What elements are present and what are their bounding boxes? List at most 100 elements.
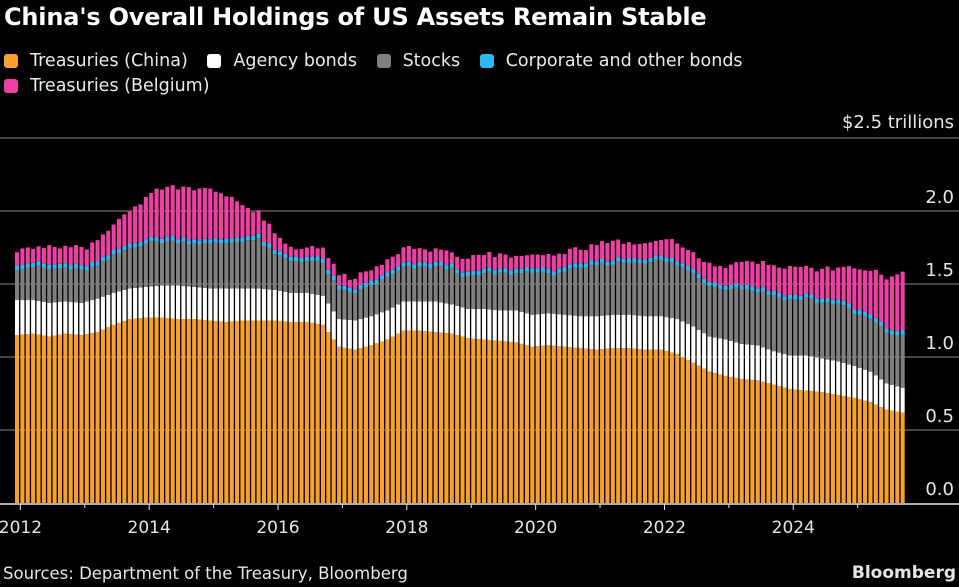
bar-segment [439,302,444,333]
bar-segment [836,394,841,503]
bar-segment [814,298,819,303]
bar-segment [669,258,674,263]
bar-stack [272,233,277,503]
bar-stack [476,254,481,503]
bar-segment [224,321,229,503]
bar-stack [836,267,841,503]
bar-segment [712,266,717,283]
bar-segment [229,321,234,503]
bar-segment [396,304,401,334]
bar-segment [417,248,422,262]
bar-segment [465,308,470,339]
bar-segment [358,319,363,349]
bar-segment [863,270,868,312]
bar-segment [165,186,170,238]
bar-segment [610,240,615,261]
bar-segment [755,292,760,346]
bar-segment [363,271,368,283]
bar-segment [84,266,89,271]
bar-stack [718,265,723,503]
bar-segment [632,262,637,316]
bar-segment [202,187,207,239]
bar-stack [390,256,395,503]
bar-segment [417,330,422,503]
bar-segment [369,316,374,346]
bar-stack [154,188,159,503]
bar-segment [691,269,696,274]
bar-segment [718,374,723,503]
bar-stack [637,244,642,503]
bar-segment [863,316,868,370]
bar-segment [315,294,320,324]
legend-label: Treasuries (China) [30,50,188,71]
bar-stack [245,207,250,503]
bar-stack [385,259,390,503]
bar-segment [326,274,331,304]
bar-segment [846,396,852,503]
bar-segment [63,263,68,268]
bar-segment [562,254,567,268]
bar-segment [718,284,723,290]
bar-stack [294,249,299,503]
bar-segment [181,241,186,286]
bar-segment [428,268,433,302]
bar-segment [229,196,234,239]
bar-segment [626,242,631,259]
bar-segment [873,404,878,503]
bar-segment [696,258,701,274]
bar-segment [664,317,669,352]
bar-segment [235,241,240,289]
bar-segment [396,266,401,271]
bar-stack [79,247,84,503]
bar-segment [272,289,277,321]
bar-segment [777,292,782,298]
bar-segment [74,263,79,269]
bar-segment [224,288,229,322]
bar-segment [444,269,449,304]
bar-segment [830,299,835,305]
bar-segment [235,201,240,238]
bar-segment [766,265,771,291]
bar-segment [830,270,835,300]
bar-segment [481,308,487,340]
bar-segment [830,393,835,503]
bar-stack [782,268,787,503]
bar-segment [830,304,835,361]
bar-segment [127,243,132,248]
bar-segment [825,266,830,298]
bar-segment [680,321,685,357]
bar-segment [519,343,524,503]
bar-segment [390,269,395,275]
bar-segment [750,286,755,291]
bar-segment [304,247,309,257]
bar-stack [557,253,562,503]
bar-segment [508,341,513,503]
bar-segment [616,314,621,349]
bar-segment [133,318,138,503]
bar-stack [514,255,519,503]
bar-segment [181,285,186,320]
bar-segment [245,240,250,289]
legend-swatch-treasuries-belgium [4,78,18,93]
bar-segment [659,255,664,260]
bar-segment [84,334,89,503]
bar-segment [723,285,728,291]
bar-segment [519,273,524,312]
bar-segment [546,313,551,346]
bar-segment [379,312,385,342]
bar-segment [460,277,465,308]
bar-segment [685,250,690,267]
bar-segment [793,294,798,300]
bar-segment [47,245,52,265]
bar-segment [192,243,197,287]
bar-stack [412,248,417,503]
bar-stack [492,257,497,503]
bar-segment [106,327,111,503]
bar-segment [648,316,653,350]
bar-segment [787,265,792,295]
bar-segment [487,339,492,503]
bar-segment [541,267,546,272]
legend-swatch-stocks [376,53,391,68]
bar-segment [213,242,218,289]
bar-segment [573,263,578,268]
